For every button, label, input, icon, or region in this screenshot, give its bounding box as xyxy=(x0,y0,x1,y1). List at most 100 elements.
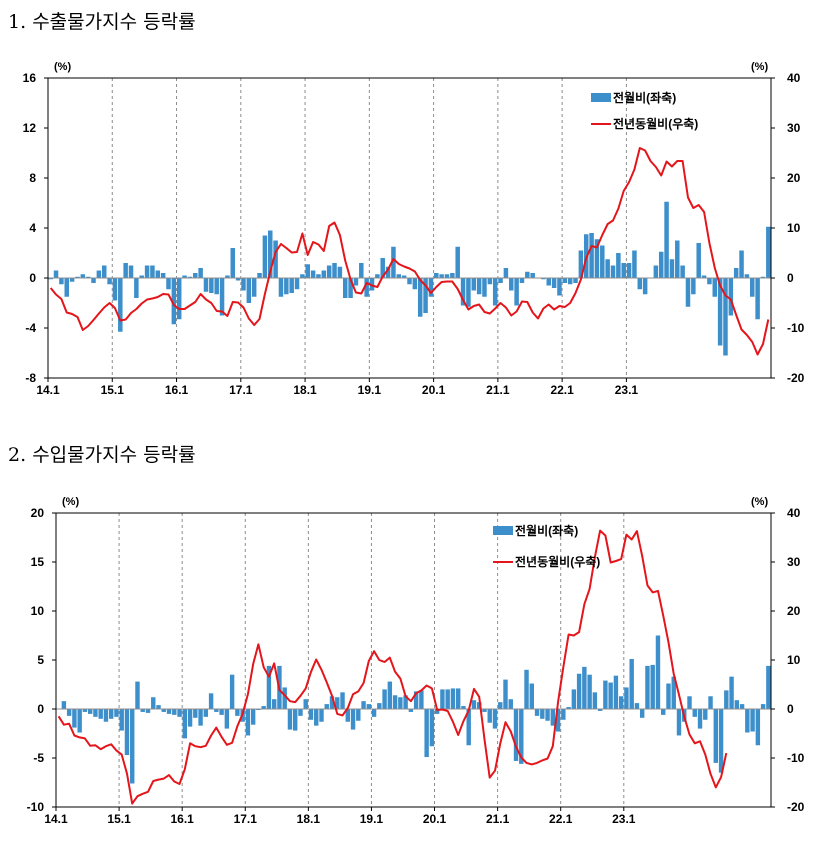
bar-mom xyxy=(246,278,252,303)
bar-mom xyxy=(412,278,418,290)
right-tick-label: 40 xyxy=(787,71,801,85)
bar-mom xyxy=(391,246,396,278)
bar-mom xyxy=(385,266,391,278)
bar-mom xyxy=(345,709,350,722)
bar-mom xyxy=(616,253,621,278)
bar-mom xyxy=(203,278,209,292)
bar-mom xyxy=(471,700,477,709)
bar-mom xyxy=(561,709,566,720)
left-tick-label: 20 xyxy=(31,506,45,520)
bar-mom xyxy=(519,278,525,283)
right-tick-label: 20 xyxy=(787,604,801,618)
bar-mom xyxy=(578,250,584,278)
bar-mom xyxy=(629,659,634,709)
bar-mom xyxy=(455,688,461,709)
bar-mom xyxy=(717,278,723,346)
bar-mom xyxy=(592,692,598,709)
legend-label-yoy: 전년동월비(우축) xyxy=(613,116,698,131)
bar-mom xyxy=(75,276,80,278)
bar-mom xyxy=(134,278,139,298)
bar-mom xyxy=(353,278,359,286)
bar-mom xyxy=(72,709,77,728)
bar-mom xyxy=(348,278,353,298)
bar-mom xyxy=(519,709,524,764)
left-tick-label: 5 xyxy=(37,653,44,667)
x-tick-label: 17.1 xyxy=(229,383,253,397)
bar-mom xyxy=(101,265,107,278)
bar-mom xyxy=(576,673,582,709)
bar-mom xyxy=(219,278,225,316)
bar-mom xyxy=(114,709,119,717)
bar-mom xyxy=(429,709,435,747)
bar-mom xyxy=(723,278,728,356)
left-tick-label: 12 xyxy=(23,121,37,135)
bar-mom xyxy=(428,278,434,297)
line-yoy xyxy=(49,147,770,356)
bar-mom xyxy=(182,709,188,739)
bar-mom xyxy=(124,709,130,756)
bar-mom xyxy=(293,709,298,731)
bar-mom xyxy=(613,675,619,709)
bar-mom xyxy=(594,239,600,278)
legend-swatch-bar xyxy=(493,526,513,535)
bar-mom xyxy=(182,275,187,278)
right-tick-label: 30 xyxy=(787,121,801,135)
bar-mom xyxy=(724,690,729,709)
bar-mom xyxy=(755,278,760,320)
bar-mom xyxy=(482,278,487,297)
bar-mom xyxy=(605,259,610,278)
chart2-title: 2. 수입물가지수 등락률 xyxy=(8,444,196,466)
bar-mom xyxy=(380,258,385,278)
bar-mom xyxy=(701,275,707,278)
left-tick-label: 0 xyxy=(29,271,36,285)
bar-mom xyxy=(525,271,530,278)
left-tick-label: 16 xyxy=(23,71,37,85)
bar-mom xyxy=(289,278,294,293)
bar-mom xyxy=(707,278,712,285)
bar-mom xyxy=(439,274,444,278)
bar-mom xyxy=(600,245,605,278)
bar-mom xyxy=(718,709,724,773)
bar-mom xyxy=(461,706,466,709)
bar-mom xyxy=(250,709,256,725)
bar-mom xyxy=(310,270,316,278)
bar-mom xyxy=(198,268,203,278)
right-tick-label: -10 xyxy=(787,751,805,765)
x-tick-label: 14.1 xyxy=(36,383,60,397)
bar-mom xyxy=(172,709,177,715)
bar-mom xyxy=(176,278,182,320)
bar-mom xyxy=(476,278,482,295)
bar-mom xyxy=(151,697,156,709)
left-tick-label: -10 xyxy=(27,800,45,814)
bar-mom xyxy=(69,278,75,282)
bar-mom xyxy=(766,226,771,278)
bar-mom xyxy=(603,680,608,709)
right-tick-label: 30 xyxy=(787,555,801,569)
bar-mom xyxy=(262,235,268,278)
bar-mom xyxy=(166,709,172,714)
left-tick-label: 10 xyxy=(31,604,45,618)
bar-mom xyxy=(676,709,682,736)
bar-mom xyxy=(675,240,680,278)
bar-mom xyxy=(314,709,319,726)
bar-mom xyxy=(734,700,740,709)
x-tick-label: 18.1 xyxy=(297,812,321,826)
bar-mom xyxy=(387,681,393,709)
bar-mom xyxy=(487,709,492,723)
bar-mom xyxy=(739,704,745,709)
x-tick-label: 16.1 xyxy=(165,383,189,397)
x-tick-label: 19.1 xyxy=(358,383,382,397)
bar-mom xyxy=(303,699,308,709)
plot-frame xyxy=(55,512,772,808)
bar-mom xyxy=(541,278,546,280)
bar-mom xyxy=(364,278,369,297)
legend-label-mom: 전월비(좌축) xyxy=(613,90,676,105)
bar-mom xyxy=(760,704,766,709)
bar-mom xyxy=(444,274,450,278)
bar-mom xyxy=(135,681,140,709)
bar-mom xyxy=(545,709,550,721)
bar-mom xyxy=(534,709,540,716)
bar-mom xyxy=(703,709,708,720)
bar-mom xyxy=(550,709,556,726)
